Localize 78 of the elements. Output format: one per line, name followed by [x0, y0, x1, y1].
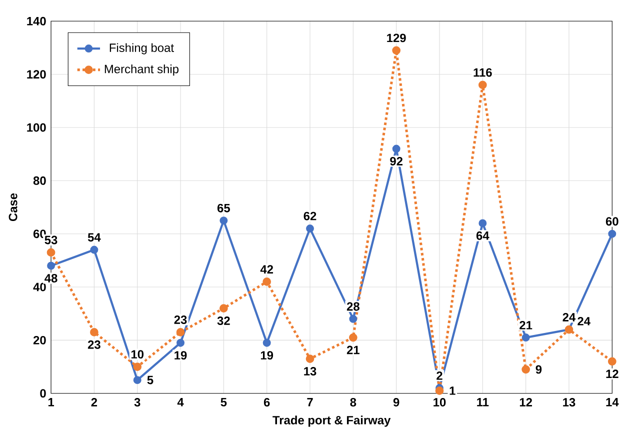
- x-tick-label: 12: [520, 398, 532, 406]
- point: [522, 365, 530, 374]
- x-tick-label: 8: [350, 398, 356, 407]
- point: [478, 219, 487, 228]
- point: [219, 304, 228, 313]
- point: [522, 334, 530, 342]
- data-label: 2: [436, 371, 442, 380]
- data-label: 116: [474, 68, 492, 77]
- point: [608, 357, 616, 366]
- x-tick-label: 3: [134, 398, 140, 407]
- x-tick-label: 10: [434, 398, 446, 407]
- data-label: 53: [44, 236, 58, 244]
- x-axis-title: Trade port & Fairway: [272, 416, 391, 427]
- point: [306, 224, 314, 233]
- point: [392, 46, 401, 55]
- data-label: 24: [562, 312, 576, 322]
- data-label: 9: [536, 365, 542, 374]
- data-label: 12: [606, 370, 618, 378]
- data-label: 62: [304, 212, 316, 220]
- data-label: 42: [260, 265, 274, 274]
- legend-label: Fishing boat: [110, 43, 174, 54]
- x-tick-label: 2: [91, 398, 98, 406]
- data-label: 92: [390, 157, 402, 166]
- data-label: 23: [88, 340, 100, 349]
- y-tick-label: 20: [33, 336, 46, 344]
- point: [220, 216, 228, 225]
- x-tick-label: 13: [563, 398, 576, 407]
- point: [176, 338, 184, 347]
- point: [262, 338, 271, 347]
- data-label: 21: [346, 346, 360, 354]
- y-tick-label: 120: [27, 70, 46, 79]
- data-label: 48: [44, 274, 58, 282]
- data-label: 64: [476, 231, 490, 240]
- x-tick-label: 4: [177, 398, 184, 406]
- y-tick-label: 140: [27, 16, 46, 26]
- data-label: 19: [260, 351, 274, 360]
- point: [608, 230, 616, 238]
- data-label: 60: [606, 217, 618, 226]
- data-label: 28: [346, 302, 360, 311]
- data-label: 19: [174, 351, 187, 360]
- point: [435, 386, 444, 395]
- data-label: 5: [147, 376, 154, 384]
- x-tick-label: 7: [307, 398, 313, 406]
- x-tick-label: 1: [48, 398, 54, 406]
- point: [262, 278, 272, 286]
- data-label: 65: [217, 204, 230, 212]
- point: [176, 328, 185, 336]
- x-tick-label: 5: [220, 398, 227, 406]
- point: [90, 246, 98, 254]
- point: [90, 328, 98, 336]
- data-label: 10: [131, 350, 144, 359]
- data-label: 24: [578, 316, 590, 326]
- point: [392, 144, 400, 153]
- data-label: 129: [387, 34, 406, 42]
- y-tick-label: 40: [33, 282, 46, 292]
- y-axis-title: Case: [8, 193, 18, 222]
- x-tick-label: 6: [264, 398, 270, 407]
- point: [47, 262, 56, 270]
- x-tick-label: 9: [393, 398, 400, 407]
- data-label: 21: [520, 320, 532, 330]
- data-label: 54: [88, 233, 101, 242]
- legend-label: Merchant ship: [104, 64, 178, 76]
- data-label: 1: [450, 386, 456, 395]
- point: [349, 314, 358, 323]
- point: [46, 248, 56, 257]
- point: [348, 333, 358, 342]
- data-label: 23: [174, 316, 187, 324]
- y-tick-label: 100: [27, 123, 46, 132]
- x-tick-label: 14: [606, 398, 619, 406]
- y-tick-label: 0: [40, 389, 46, 398]
- data-label: 32: [217, 316, 230, 326]
- data-label: 13: [304, 367, 316, 376]
- y-tick-label: 80: [33, 176, 46, 185]
- point: [133, 376, 142, 384]
- point: [133, 362, 142, 371]
- point: [306, 354, 314, 364]
- point: [478, 80, 487, 90]
- x-tick-label: 11: [477, 398, 489, 406]
